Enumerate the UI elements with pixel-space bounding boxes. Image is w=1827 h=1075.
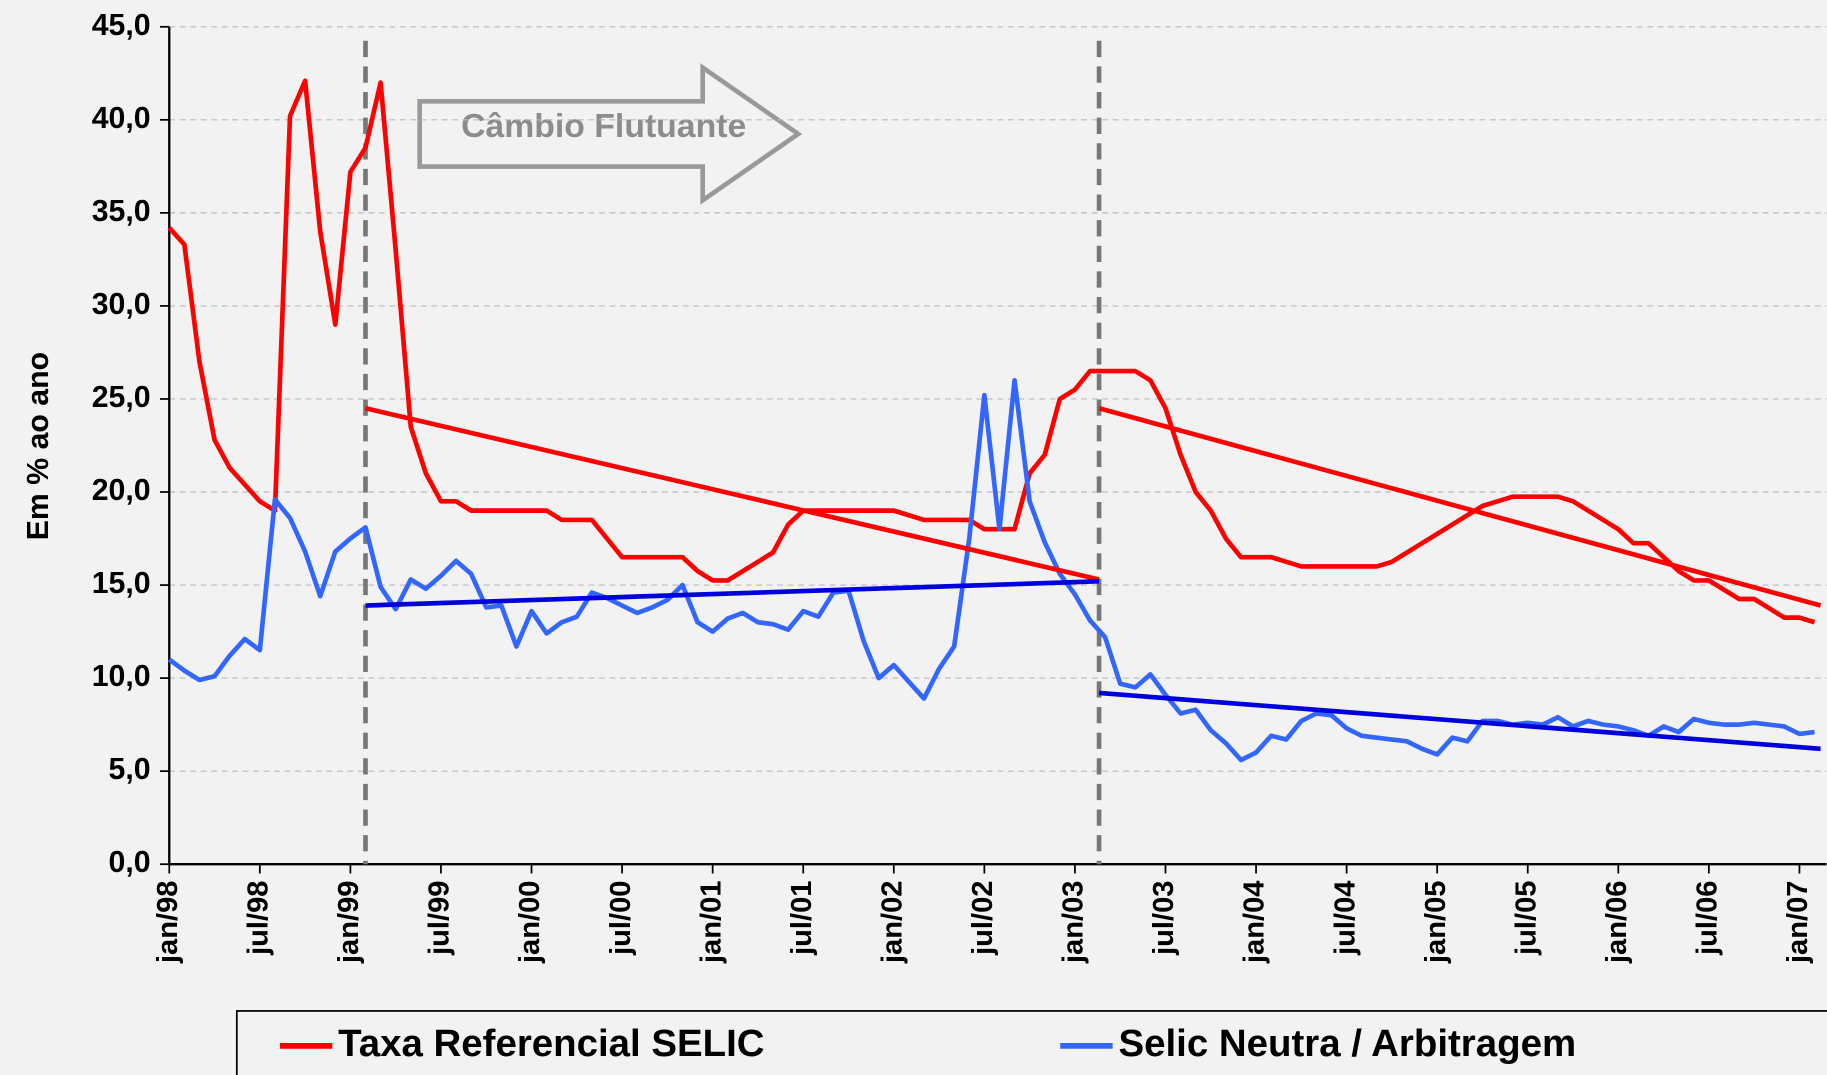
y-tick-label: 10,0 <box>92 660 151 693</box>
annotation-arrow <box>417 63 803 205</box>
x-tick-label: jan/02 <box>876 880 908 964</box>
x-tick-label: jul/04 <box>1329 880 1361 956</box>
x-tick-label: jan/01 <box>695 880 727 964</box>
y-tick-label: 40,0 <box>92 102 151 135</box>
x-tick-label: jul/00 <box>605 880 637 955</box>
trend-line <box>1098 406 1822 608</box>
y-tick-label: 35,0 <box>92 195 151 228</box>
legend-label: Selic Neutra / Arbitragem <box>1118 1022 1576 1065</box>
y-tick-label: 45,0 <box>92 9 151 42</box>
trend-line <box>1098 690 1821 752</box>
x-tick-label: jan/05 <box>1420 880 1452 964</box>
y-tick-label: 25,0 <box>92 381 151 414</box>
x-tick-label: jul/05 <box>1510 880 1542 955</box>
x-tick-label: jul/98 <box>243 880 275 955</box>
x-tick-label: jan/04 <box>1239 880 1271 964</box>
legend-label: Taxa Referencial SELIC <box>338 1022 764 1065</box>
x-tick-label: jul/03 <box>1148 880 1180 955</box>
y-tick-label: 0,0 <box>109 846 151 879</box>
x-tick-label: jan/07 <box>1782 880 1814 964</box>
y-tick-label: 15,0 <box>92 567 151 600</box>
x-tick-label: jul/02 <box>967 880 999 955</box>
x-tick-label: jul/06 <box>1692 880 1724 955</box>
annotation: Câmbio Flutuante <box>461 107 746 145</box>
x-tick-label: jan/03 <box>1058 880 1090 964</box>
x-tick-label: jan/06 <box>1601 880 1633 964</box>
y-axis-label: Em % ao ano <box>22 352 55 540</box>
x-tick-label: jul/01 <box>786 880 818 955</box>
x-tick-label: jan/00 <box>514 880 546 964</box>
series-line <box>167 378 1815 763</box>
y-tick-label: 5,0 <box>109 753 151 786</box>
trend-line <box>364 406 1100 582</box>
y-tick-label: 20,0 <box>92 474 151 507</box>
series-line <box>167 78 1816 625</box>
x-tick-label: jul/99 <box>424 880 456 955</box>
x-tick-label: jan/98 <box>152 880 184 964</box>
legend-box <box>235 1010 1827 1075</box>
trend-line <box>365 579 1100 608</box>
y-tick-label: 30,0 <box>92 288 151 321</box>
x-tick-label: jan/99 <box>333 880 365 964</box>
